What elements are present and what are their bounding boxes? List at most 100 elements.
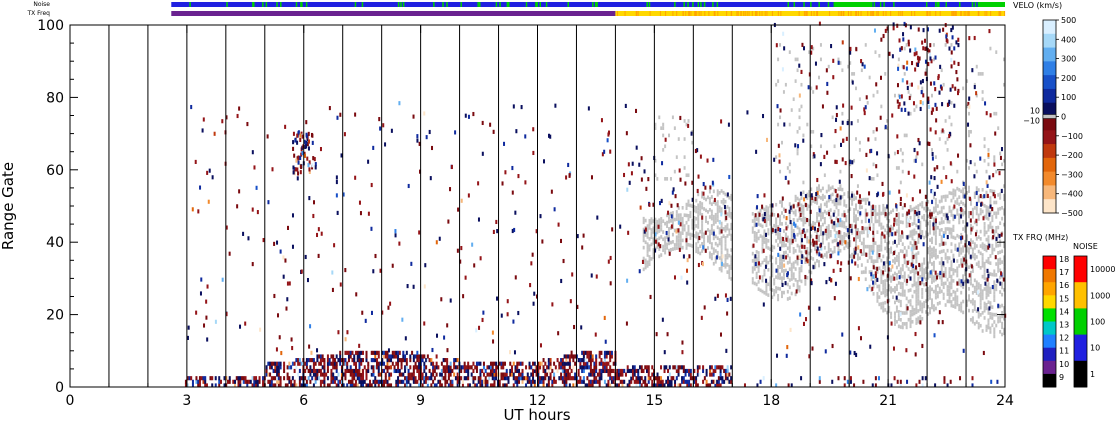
- velocity-cell: [960, 236, 963, 241]
- velocity-cell: [560, 361, 563, 366]
- ground-scatter-cell: [884, 308, 887, 312]
- ground-scatter-cell: [833, 202, 836, 207]
- ground-scatter-cell: [810, 144, 813, 149]
- velocity-cell: [539, 214, 542, 219]
- velocity-cell: [335, 193, 338, 198]
- velocity-cell: [397, 379, 400, 384]
- velocity-cell: [360, 379, 363, 384]
- velocity-cell: [667, 376, 670, 381]
- velocity-cell: [630, 368, 633, 374]
- ground-scatter-cell: [868, 284, 871, 289]
- velocity-cell: [236, 204, 239, 209]
- ground-scatter-cell: [701, 242, 704, 246]
- velocity-cell: [842, 138, 845, 143]
- ground-scatter-cell: [903, 133, 906, 138]
- velocity-cell: [726, 311, 729, 316]
- velocity-cell: [276, 376, 279, 381]
- velocity-cell: [444, 376, 447, 381]
- velocity-cell: [818, 21, 821, 26]
- ground-scatter-cell: [893, 318, 896, 323]
- velocity-cell: [291, 376, 294, 381]
- ground-scatter-cell: [950, 249, 953, 254]
- ground-scatter-cell: [958, 245, 961, 250]
- velocity-cell: [549, 376, 552, 381]
- ground-scatter-cell: [884, 279, 887, 283]
- ground-scatter-cell: [792, 228, 795, 233]
- velocity-cell: [975, 201, 978, 206]
- ground-scatter-cell: [818, 249, 820, 253]
- velocity-cell: [807, 305, 810, 310]
- velocity-cell: [258, 376, 261, 381]
- velocity-cell: [570, 354, 573, 359]
- velocity-cell: [291, 213, 294, 218]
- ground-scatter-cell: [691, 204, 694, 208]
- velocity-cell: [561, 368, 564, 374]
- ground-scatter-cell: [880, 291, 883, 295]
- velocity-cell: [358, 376, 361, 381]
- ground-scatter-cell: [973, 307, 976, 312]
- ground-scatter-cell: [788, 296, 791, 300]
- velocity-cell: [554, 365, 557, 370]
- velocity-cell: [332, 358, 335, 363]
- ground-scatter-cell: [911, 229, 914, 234]
- ground-scatter-cell: [782, 90, 785, 94]
- ground-scatter-cell: [884, 286, 887, 291]
- velocity-cell: [928, 141, 931, 146]
- velocity-cell: [467, 193, 470, 198]
- velocity-cell: [347, 358, 350, 363]
- ground-scatter-cell: [880, 240, 883, 245]
- velocity-cell: [312, 368, 315, 374]
- velocity-cell: [398, 372, 401, 377]
- ground-scatter-cell: [833, 227, 836, 232]
- ground-scatter-cell: [903, 322, 906, 326]
- ground-scatter-cell: [730, 211, 733, 216]
- ground-scatter-cell: [944, 198, 947, 202]
- ground-scatter-cell: [722, 227, 725, 231]
- velocity-cell: [205, 299, 208, 304]
- ground-scatter-cell: [964, 185, 967, 190]
- velocity-cell: [262, 383, 265, 388]
- velocity-cell: [234, 379, 237, 384]
- ground-scatter-cell: [983, 265, 986, 270]
- ground-scatter-cell: [876, 244, 879, 249]
- velocity-cell: [929, 127, 932, 132]
- ground-scatter-cell: [993, 298, 996, 303]
- velocity-cell: [969, 211, 972, 216]
- velocity-cell: [798, 93, 801, 98]
- ground-scatter-cell: [642, 231, 645, 235]
- ground-scatter-cell: [697, 207, 700, 211]
- ground-scatter-cell: [779, 258, 782, 262]
- ground-scatter-cell: [897, 93, 900, 98]
- velocity-cell: [246, 383, 249, 388]
- velocity-cell: [284, 124, 287, 129]
- velocity-cell: [895, 213, 898, 218]
- ground-scatter-cell: [666, 224, 669, 229]
- txfreq-bar-segment: [978, 11, 980, 16]
- ground-scatter-cell: [917, 283, 920, 288]
- ground-scatter-cell: [777, 236, 780, 240]
- velocity-cell: [363, 365, 366, 370]
- velocity-cell: [547, 368, 550, 374]
- velocity-cell: [694, 148, 697, 154]
- velocity-cell: [915, 62, 918, 67]
- velocity-cell: [928, 49, 931, 54]
- velocity-cell: [588, 354, 591, 359]
- velocity-cell: [244, 321, 247, 326]
- txfreq-bar-segment: [659, 11, 661, 16]
- velocity-cell: [498, 372, 501, 377]
- velocity-cell: [533, 368, 536, 374]
- ground-scatter-cell: [829, 208, 832, 212]
- ground-scatter-cell: [884, 228, 887, 233]
- ground-scatter-cell: [874, 205, 877, 209]
- ground-scatter-cell: [790, 108, 793, 112]
- ground-scatter-cell: [849, 196, 852, 201]
- velocity-cell: [991, 207, 994, 212]
- velocity-cell: [888, 190, 891, 195]
- velocity-cell: [712, 368, 715, 374]
- velocity-cell: [197, 209, 200, 214]
- ground-scatter-cell: [786, 166, 789, 170]
- velocity-cell: [782, 254, 785, 259]
- ground-scatter-cell: [872, 177, 875, 181]
- ground-scatter-cell: [771, 244, 774, 249]
- velocity-cell: [374, 383, 377, 388]
